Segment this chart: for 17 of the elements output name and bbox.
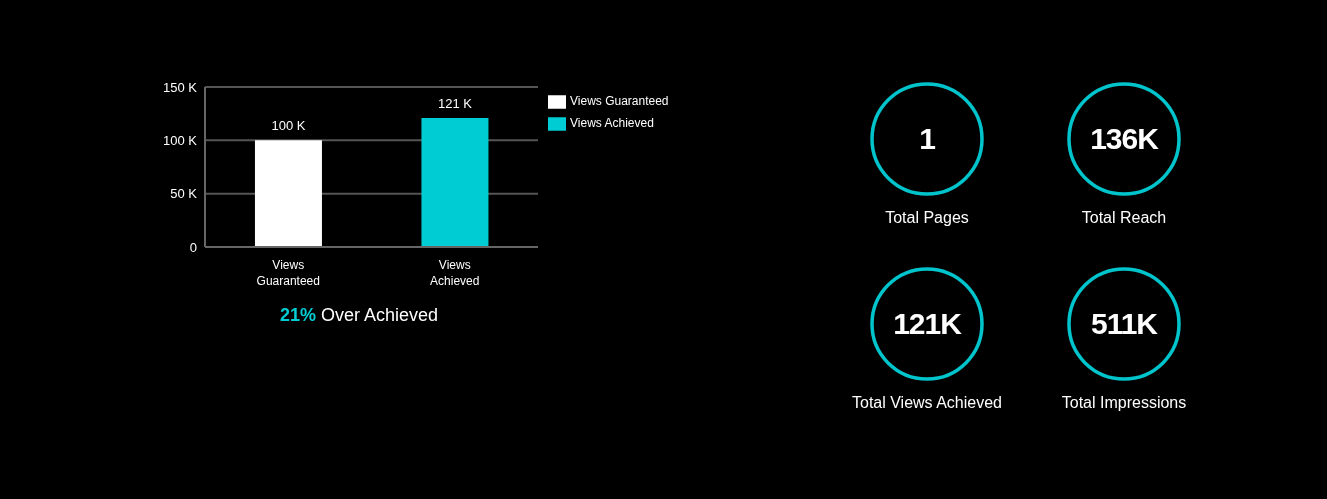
y-tick-label: 150 K (163, 79, 198, 95)
text: 21% Over Achieved (278, 305, 440, 326)
category-label: Total Reach (1080, 209, 1168, 227)
text: 121K (893, 307, 961, 340)
category-label: Total Impressions (1060, 394, 1188, 412)
y-tick-label: 50 K (170, 186, 198, 202)
category-label: Total Pages (884, 209, 970, 227)
y-tick-label: 100 K (163, 132, 198, 148)
text: 1 (919, 122, 935, 155)
category-label: Total Views Achieved (851, 394, 1003, 412)
y-tick-label: 0 (189, 239, 197, 255)
text: 136K (1090, 122, 1158, 155)
legend-label: Views Achieved (570, 116, 654, 130)
text: 511K (1090, 307, 1158, 340)
data-label: 121 K (437, 95, 473, 111)
legend-label: Views Guaranteed (570, 94, 669, 108)
data-label: 100 K (271, 118, 306, 134)
